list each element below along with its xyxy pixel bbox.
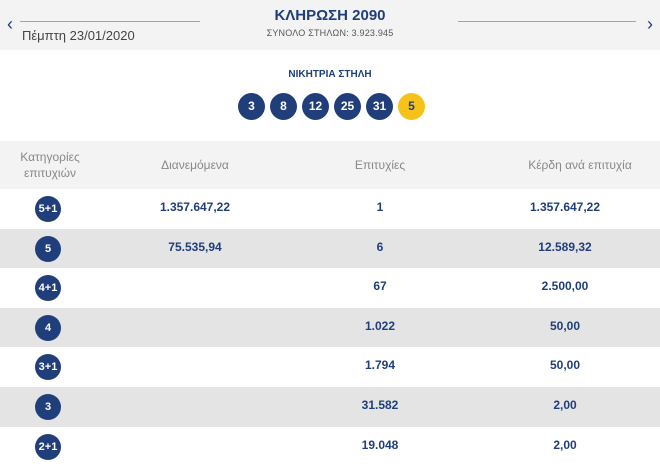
prize-value: 50,00: [549, 318, 581, 333]
prize-value: 1.357.647,22: [529, 200, 601, 214]
table-row: 5 75.535,94 6 12.589,32: [0, 228, 660, 269]
header-winners: Επιτυχίες: [354, 158, 406, 172]
table-row: 5+1 1.357.647,22 1 1.357.647,22: [0, 189, 660, 229]
prize-table: Κατηγορίες επιτυχιών Διανεμόμενα Επιτυχί…: [0, 141, 660, 466]
category-badge: 5: [35, 235, 61, 262]
distributed-value: 1.357.647,22: [159, 200, 231, 214]
winning-ball: 3: [238, 93, 265, 120]
winning-ball: 8: [270, 93, 297, 120]
prize-value: 2,00: [553, 397, 577, 412]
winning-column-label: ΝΙΚΗΤΡΙΑ ΣΤΗΛΗ: [288, 69, 372, 80]
category-badge: 4+1: [35, 275, 61, 302]
category-badge: 5+1: [35, 196, 61, 222]
header-prize: Κέρδη ανά επιτυχία: [528, 158, 632, 172]
table-row: 3 31.582 2,00: [0, 386, 660, 427]
header-category: Κατηγορίες επιτυχιών: [20, 150, 80, 180]
category-badge: 3: [35, 393, 61, 420]
category-badge: 3+1: [35, 354, 61, 381]
category-badge: 2+1: [35, 433, 61, 460]
prize-value: 50,00: [549, 358, 581, 373]
table-row: 4+1 67 2.500,00: [0, 268, 660, 308]
divider: [20, 21, 200, 22]
chevron-left-icon[interactable]: ‹: [7, 14, 13, 34]
bonus-ball: 5: [398, 93, 425, 120]
winning-ball: 25: [334, 93, 361, 120]
winning-numbers: 3 8 12 25 31 5: [238, 93, 438, 121]
winners-value: 1: [376, 200, 384, 214]
header-distributed: Διανεμόμενα: [161, 158, 229, 172]
table-row: 3+1 1.794 50,00: [0, 347, 660, 387]
prize-value: 2,00: [553, 437, 577, 452]
winners-value: 67: [373, 279, 387, 294]
draw-title: ΚΛΗΡΩΣΗ 2090: [274, 7, 386, 24]
prize-value: 2.500,00: [541, 279, 589, 294]
winners-value: 1.022: [364, 318, 396, 333]
divider: [458, 21, 636, 22]
winning-ball: 12: [302, 93, 329, 120]
table-row: 2+1 19.048 2,00: [0, 427, 660, 467]
distributed-value: 75.535,94: [168, 239, 222, 254]
chevron-right-icon[interactable]: ›: [647, 14, 653, 34]
winning-ball: 31: [366, 93, 393, 120]
winners-value: 6: [376, 239, 384, 254]
category-badge: 4: [35, 314, 61, 341]
draw-header: ‹ Πέμπτη 23/01/2020 ΚΛΗΡΩΣΗ 2090 ΣΥΝΟΛΟ …: [0, 0, 660, 50]
draw-date: Πέμπτη 23/01/2020: [22, 28, 135, 43]
prize-value: 12.589,32: [538, 239, 592, 254]
winners-value: 19.048: [361, 437, 399, 452]
table-row: 4 1.022 50,00: [0, 307, 660, 348]
total-columns: ΣΥΝΟΛΟ ΣΤΗΛΩΝ: 3.923.945: [266, 28, 394, 38]
table-header: Κατηγορίες επιτυχιών Διανεμόμενα Επιτυχί…: [0, 141, 660, 189]
winners-value: 31.582: [361, 397, 399, 412]
winners-value: 1.794: [364, 358, 396, 373]
